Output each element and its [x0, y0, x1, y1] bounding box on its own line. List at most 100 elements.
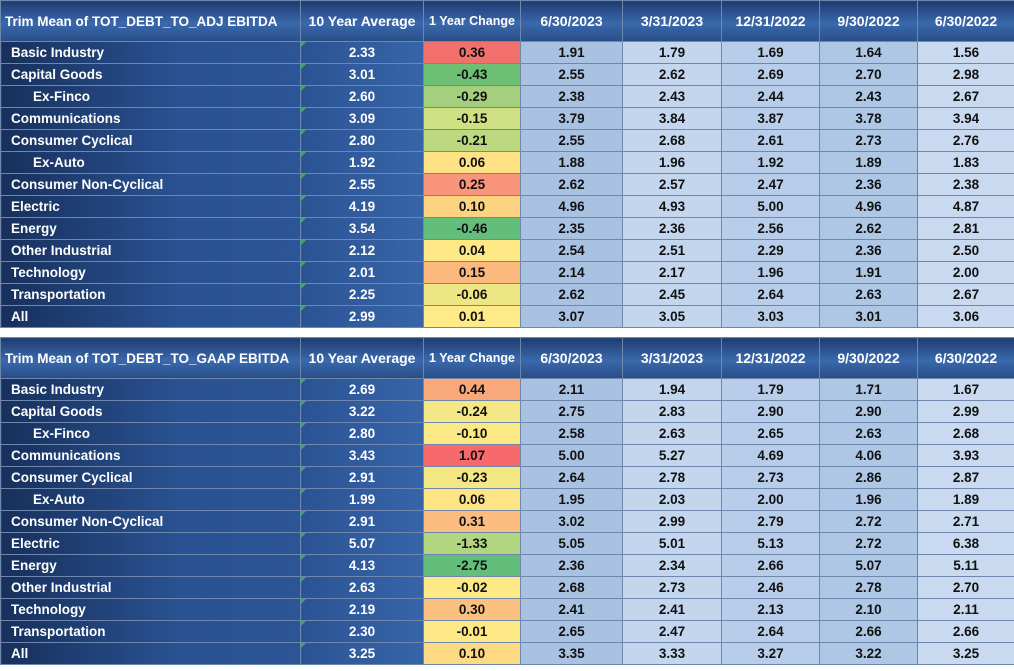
table-row: Other Industrial 2.12 0.04 2.54 2.51 2.29 2.36… — [0, 239, 1014, 262]
period-value-cell: 2.64 — [721, 620, 820, 643]
one-year-change-cell: -0.10 — [423, 422, 521, 445]
ten-year-average-cell: 5.07 — [300, 532, 424, 555]
period-value-cell: 2.76 — [917, 129, 1014, 152]
one-year-change-cell: -0.46 — [423, 217, 521, 240]
period-value-cell: 4.87 — [917, 195, 1014, 218]
table-row: Other Industrial 2.63 -0.02 2.68 2.73 2.46 2.7… — [0, 576, 1014, 599]
period-value-cell: 3.02 — [520, 510, 623, 533]
row-label: Capital Goods — [0, 63, 301, 86]
table-row: Consumer Non-Cyclical 2.91 0.31 3.02 2.99 2.7… — [0, 510, 1014, 533]
period-value-cell: 1.71 — [819, 378, 918, 401]
one-year-change-cell: 0.15 — [423, 261, 521, 284]
period-value-cell: 2.72 — [819, 510, 918, 533]
row-label: Basic Industry — [0, 378, 301, 401]
table-row: Ex-Auto 1.92 0.06 1.88 1.96 1.92 1.89 1.83 — [0, 151, 1014, 174]
period-value-cell: 2.41 — [520, 598, 623, 621]
period-value-cell: 2.36 — [622, 217, 722, 240]
period-value-cell: 2.79 — [721, 510, 820, 533]
period-value-cell: 2.38 — [520, 85, 623, 108]
period-value-cell: 3.03 — [721, 305, 820, 328]
period-value-cell: 1.88 — [520, 151, 623, 174]
period-value-cell: 2.36 — [819, 239, 918, 262]
one-year-change-cell: -0.02 — [423, 576, 521, 599]
row-label: All — [0, 642, 301, 665]
period-value-cell: 4.96 — [520, 195, 623, 218]
period-value-cell: 2.11 — [520, 378, 623, 401]
header-row: Trim Mean of TOT_DEBT_TO_ADJ EBITDA 10 Y… — [0, 0, 1014, 42]
table-row: All 3.25 0.10 3.35 3.33 3.27 3.22 3.25 — [0, 642, 1014, 665]
table-title: Trim Mean of TOT_DEBT_TO_GAAP EBITDA — [0, 337, 301, 379]
table-row: Capital Goods 3.01 -0.43 2.55 2.62 2.69 2.70 2.… — [0, 63, 1014, 86]
table-row: Capital Goods 3.22 -0.24 2.75 2.83 2.90 2.90 2.… — [0, 400, 1014, 423]
ten-year-average-cell: 2.60 — [300, 85, 424, 108]
ten-year-average-cell: 2.12 — [300, 239, 424, 262]
period-value-cell: 2.69 — [721, 63, 820, 86]
row-label: Consumer Cyclical — [0, 129, 301, 152]
period-value-cell: 5.00 — [520, 444, 623, 467]
table-body: Basic Industry 2.69 0.44 2.11 1.94 1.79 1.71 1.… — [0, 378, 1014, 665]
ten-year-average-cell: 1.99 — [300, 488, 424, 511]
period-value-cell: 2.51 — [622, 239, 722, 262]
period-value-cell: 1.94 — [622, 378, 722, 401]
period-value-cell: 3.25 — [917, 642, 1014, 665]
column-header: 3/31/2023 — [622, 337, 722, 379]
period-value-cell: 1.89 — [917, 488, 1014, 511]
period-value-cell: 2.35 — [520, 217, 623, 240]
ten-year-average-cell: 2.80 — [300, 129, 424, 152]
column-header: 12/31/2022 — [721, 0, 820, 42]
period-value-cell: 3.93 — [917, 444, 1014, 467]
period-value-cell: 1.79 — [622, 41, 722, 64]
period-value-cell: 2.46 — [721, 576, 820, 599]
one-year-change-cell: 0.10 — [423, 642, 521, 665]
period-value-cell: 2.17 — [622, 261, 722, 284]
period-value-cell: 2.43 — [622, 85, 722, 108]
ten-year-average-cell: 4.19 — [300, 195, 424, 218]
ten-year-average-cell: 2.69 — [300, 378, 424, 401]
period-value-cell: 2.83 — [622, 400, 722, 423]
gaap-ebitda-table: Trim Mean of TOT_DEBT_TO_GAAP EBITDA 10 … — [0, 337, 1014, 665]
period-value-cell: 6.38 — [917, 532, 1014, 555]
period-value-cell: 2.00 — [917, 261, 1014, 284]
period-value-cell: 2.47 — [721, 173, 820, 196]
column-header: 1 Year Change — [423, 337, 521, 379]
period-value-cell: 1.56 — [917, 41, 1014, 64]
row-label: Energy — [0, 217, 301, 240]
ten-year-average-cell: 3.43 — [300, 444, 424, 467]
row-label: Communications — [0, 444, 301, 467]
column-header: 12/31/2022 — [721, 337, 820, 379]
ten-year-average-cell: 2.25 — [300, 283, 424, 306]
period-value-cell: 2.55 — [520, 129, 623, 152]
row-label: All — [0, 305, 301, 328]
period-value-cell: 3.33 — [622, 642, 722, 665]
period-value-cell: 2.73 — [721, 466, 820, 489]
column-header: 10 Year Average — [300, 337, 424, 379]
ten-year-average-cell: 3.09 — [300, 107, 424, 130]
period-value-cell: 2.66 — [917, 620, 1014, 643]
period-value-cell: 1.96 — [819, 488, 918, 511]
period-value-cell: 2.98 — [917, 63, 1014, 86]
period-value-cell: 1.83 — [917, 151, 1014, 174]
period-value-cell: 3.94 — [917, 107, 1014, 130]
period-value-cell: 2.68 — [917, 422, 1014, 445]
period-value-cell: 1.91 — [520, 41, 623, 64]
one-year-change-cell: -1.33 — [423, 532, 521, 555]
period-value-cell: 3.84 — [622, 107, 722, 130]
one-year-change-cell: 0.06 — [423, 151, 521, 174]
period-value-cell: 3.87 — [721, 107, 820, 130]
period-value-cell: 2.73 — [819, 129, 918, 152]
one-year-change-cell: -0.24 — [423, 400, 521, 423]
period-value-cell: 3.06 — [917, 305, 1014, 328]
ten-year-average-cell: 2.30 — [300, 620, 424, 643]
column-header: 6/30/2022 — [917, 337, 1014, 379]
ten-year-average-cell: 2.01 — [300, 261, 424, 284]
period-value-cell: 2.13 — [721, 598, 820, 621]
period-value-cell: 3.78 — [819, 107, 918, 130]
ten-year-average-cell: 4.13 — [300, 554, 424, 577]
row-label: Electric — [0, 532, 301, 555]
one-year-change-cell: -2.75 — [423, 554, 521, 577]
column-header: 6/30/2023 — [520, 0, 623, 42]
period-value-cell: 2.56 — [721, 217, 820, 240]
period-value-cell: 2.58 — [520, 422, 623, 445]
one-year-change-cell: 0.01 — [423, 305, 521, 328]
column-header: 1 Year Change — [423, 0, 521, 42]
